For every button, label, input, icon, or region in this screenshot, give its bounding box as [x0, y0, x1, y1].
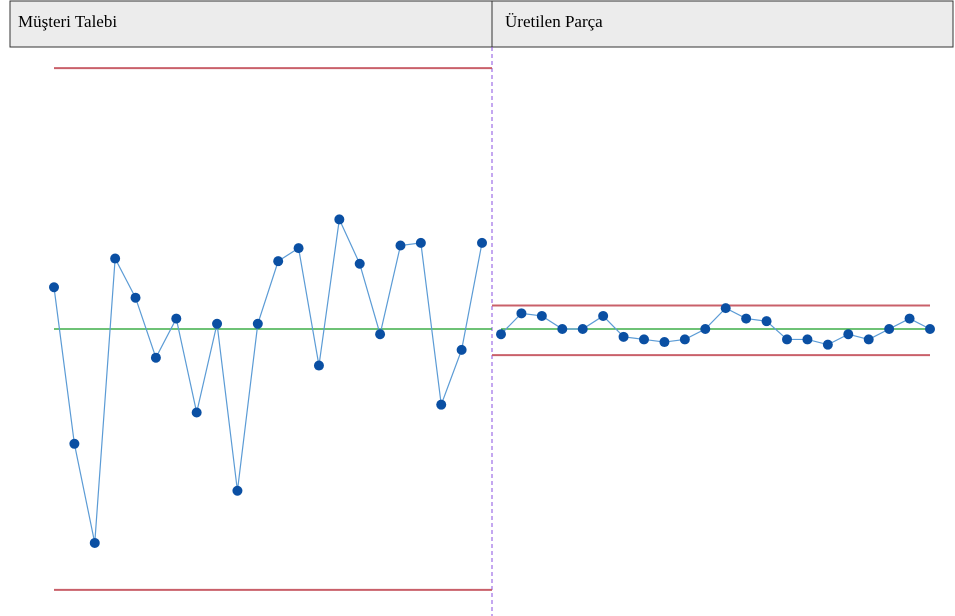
panel-title: Üretilen Parça — [505, 12, 603, 31]
data-point — [69, 438, 80, 449]
data-point — [639, 334, 649, 345]
data-point — [130, 292, 141, 303]
panel-title: Müşteri Talebi — [18, 12, 117, 31]
data-point — [171, 313, 182, 324]
data-line — [500, 307, 931, 346]
data-point — [395, 240, 406, 251]
data-line — [53, 217, 483, 544]
data-point — [252, 318, 263, 329]
data-point — [334, 214, 345, 225]
data-point — [516, 308, 527, 319]
header-bar — [9, 0, 954, 48]
data-point — [293, 243, 304, 254]
data-point — [496, 329, 506, 340]
data-point — [822, 339, 833, 350]
data-point — [782, 334, 792, 345]
data-point — [150, 352, 161, 363]
data-point — [232, 485, 243, 496]
data-point — [456, 344, 467, 355]
data-point — [89, 537, 100, 548]
data-point — [536, 310, 547, 321]
data-point — [741, 313, 752, 324]
data-point — [843, 329, 854, 340]
data-point — [354, 258, 365, 269]
data-point — [884, 324, 895, 334]
data-point — [618, 331, 629, 342]
data-point — [904, 313, 915, 324]
data-point — [375, 329, 386, 340]
data-point — [577, 324, 588, 334]
data-point — [49, 282, 59, 293]
data-point — [679, 334, 690, 345]
data-point — [191, 407, 202, 418]
data-point — [802, 334, 813, 345]
data-point — [212, 318, 223, 329]
data-point — [436, 399, 447, 410]
data-point — [925, 324, 935, 334]
data-point — [863, 334, 874, 345]
data-point — [761, 316, 772, 327]
data-point — [659, 337, 670, 348]
data-point — [720, 303, 731, 314]
data-point — [477, 237, 487, 248]
data-point — [700, 324, 711, 334]
data-point — [415, 237, 426, 248]
data-point — [273, 256, 284, 267]
data-point — [557, 324, 568, 334]
data-point — [313, 360, 324, 371]
data-point — [110, 253, 121, 264]
data-point — [598, 310, 609, 321]
